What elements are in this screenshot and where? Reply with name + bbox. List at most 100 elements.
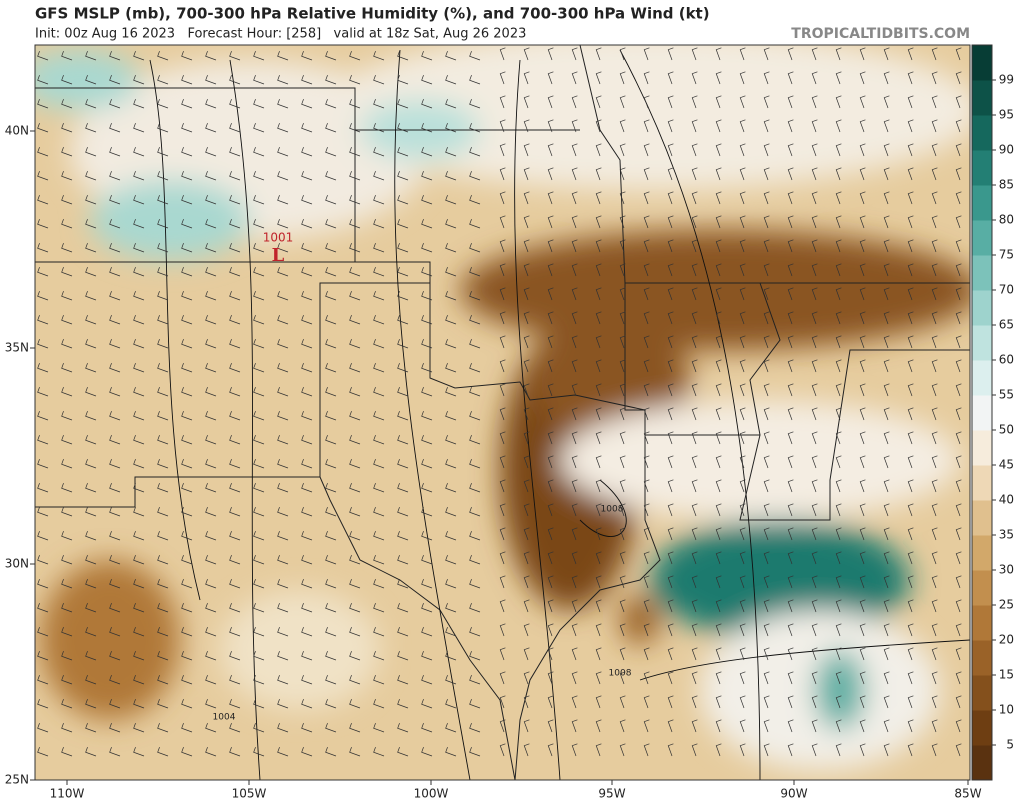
colorbar-segment xyxy=(972,675,992,711)
wind-barb xyxy=(277,242,289,253)
wind-barb xyxy=(277,98,289,109)
wind-barb xyxy=(181,650,193,661)
wind-barb xyxy=(109,386,121,397)
wind-barb xyxy=(349,122,361,133)
wind-barb xyxy=(859,167,866,181)
wind-barb xyxy=(277,386,289,397)
wind-barb xyxy=(547,599,554,613)
wind-barb xyxy=(859,287,866,301)
wind-barb xyxy=(397,362,409,373)
wind-barb xyxy=(907,119,914,133)
wind-barb xyxy=(397,338,409,349)
wind-barb xyxy=(595,239,602,253)
wind-barb xyxy=(181,170,193,181)
wind-barb xyxy=(445,458,457,469)
wind-barb xyxy=(181,290,193,301)
wind-barb xyxy=(181,386,193,397)
wind-barb xyxy=(37,362,49,373)
wind-barb xyxy=(229,386,241,397)
wind-barb xyxy=(373,362,385,373)
wind-barb xyxy=(739,647,746,661)
wind-barb xyxy=(373,170,385,181)
wind-barb xyxy=(523,311,530,325)
wind-barb xyxy=(619,335,626,349)
wind-barb xyxy=(205,338,217,349)
wind-barb xyxy=(499,71,506,85)
wind-barb xyxy=(85,98,97,109)
colorbar-segment xyxy=(972,500,992,536)
wind-barb xyxy=(277,746,289,757)
wind-barb xyxy=(373,146,385,157)
wind-barb xyxy=(61,98,73,109)
wind-barb xyxy=(691,143,698,157)
wind-barb xyxy=(469,338,481,349)
wind-barb xyxy=(619,407,626,421)
wind-barb xyxy=(109,50,121,61)
wind-barb xyxy=(619,287,626,301)
wind-barb xyxy=(499,455,506,469)
wind-barb xyxy=(373,410,385,421)
wind-barb xyxy=(523,143,530,157)
wind-barb xyxy=(61,746,73,757)
wind-barb xyxy=(811,119,818,133)
wind-barb xyxy=(715,95,722,109)
colorbar-label: 90 xyxy=(999,143,1014,157)
wind-barb xyxy=(85,410,97,421)
wind-barb xyxy=(133,290,145,301)
wind-barb xyxy=(595,455,602,469)
colorbar-segment xyxy=(972,220,992,256)
wind-barb xyxy=(883,287,890,301)
wind-barb xyxy=(763,119,770,133)
wind-barb xyxy=(109,554,121,565)
wind-barb xyxy=(469,698,481,709)
wind-barb xyxy=(739,599,746,613)
wind-barb xyxy=(325,98,337,109)
wind-barb xyxy=(181,314,193,325)
wind-barb xyxy=(835,431,842,445)
wind-barb xyxy=(301,194,313,205)
wind-barb xyxy=(907,167,914,181)
wind-barb xyxy=(523,503,530,517)
wind-barb xyxy=(835,743,842,757)
wind-barb xyxy=(37,626,49,637)
wind-barb xyxy=(421,650,433,661)
wind-barb xyxy=(883,71,890,85)
wind-barb xyxy=(835,287,842,301)
wind-barb xyxy=(643,671,650,685)
wind-barb xyxy=(253,386,265,397)
wind-barb xyxy=(109,122,121,133)
isobar-label: 1008 xyxy=(601,505,624,515)
wind-barb xyxy=(499,527,506,541)
wind-barb xyxy=(37,698,49,709)
wind-barb xyxy=(619,71,626,85)
wind-barb xyxy=(739,335,746,349)
wind-barb xyxy=(325,746,337,757)
wind-barb xyxy=(763,743,770,757)
colorbar-segment xyxy=(972,360,992,396)
wind-barb xyxy=(499,383,506,397)
wind-barb xyxy=(61,194,73,205)
wind-barb xyxy=(499,743,506,757)
wind-barb xyxy=(205,626,217,637)
wind-barb xyxy=(715,383,722,397)
wind-barb xyxy=(619,239,626,253)
wind-barb xyxy=(499,599,506,613)
wind-barb xyxy=(523,215,530,229)
wind-barb xyxy=(85,146,97,157)
wind-barb xyxy=(157,362,169,373)
colorbar-label: 95 xyxy=(999,108,1014,122)
wind-barb xyxy=(547,287,554,301)
wind-barb xyxy=(277,266,289,277)
wind-barb xyxy=(691,71,698,85)
wind-barb xyxy=(499,359,506,373)
colorbar-label: 65 xyxy=(999,318,1014,332)
wind-barb xyxy=(181,674,193,685)
wind-barb xyxy=(181,602,193,613)
wind-barb xyxy=(595,647,602,661)
wind-barb xyxy=(421,506,433,517)
wind-barb xyxy=(157,722,169,733)
colorbar-label: 99 xyxy=(999,73,1014,87)
wind-barb xyxy=(499,167,506,181)
wind-barb xyxy=(61,50,73,61)
wind-barb xyxy=(373,746,385,757)
